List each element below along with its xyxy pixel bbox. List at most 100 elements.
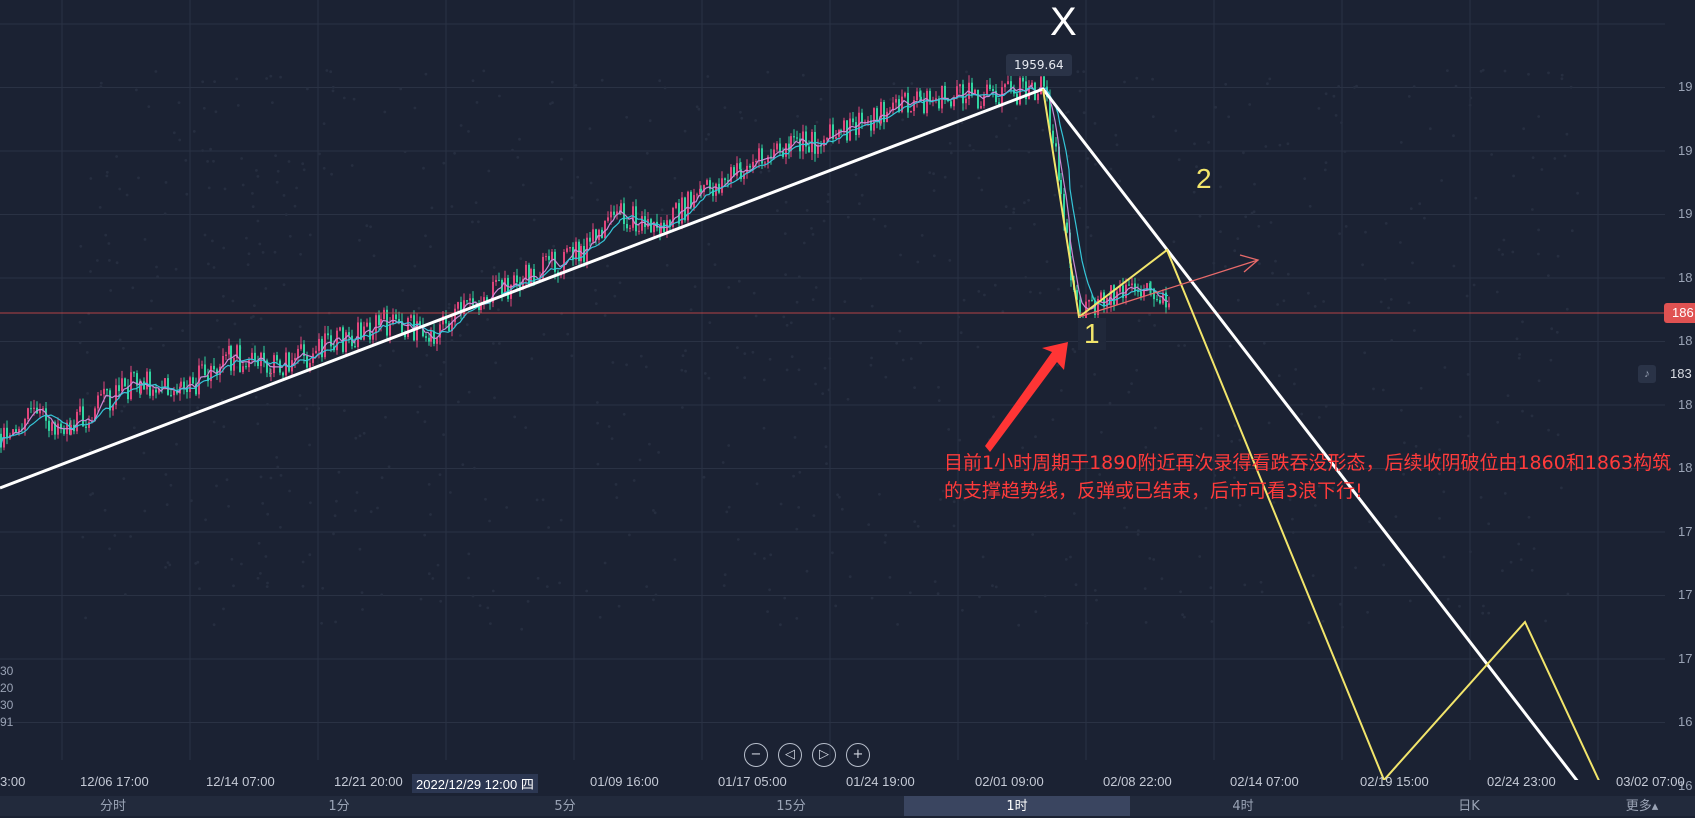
- x-tick-label: 12/06 17:00: [80, 774, 149, 789]
- scroll-right-button[interactable]: ▷: [812, 743, 836, 767]
- wave-label-x: X: [1050, 0, 1077, 44]
- map-dot: [1051, 418, 1055, 421]
- candle-body: [282, 372, 284, 376]
- map-dot: [1143, 587, 1147, 590]
- map-dot: [256, 422, 260, 426]
- map-dot: [1303, 177, 1307, 181]
- map-dot: [960, 121, 964, 125]
- map-dot: [91, 492, 95, 495]
- tab-4h[interactable]: 4时: [1232, 799, 1254, 814]
- map-dot: [482, 69, 486, 73]
- map-dot: [948, 259, 952, 262]
- map-dot: [1339, 602, 1342, 606]
- map-dot: [1530, 414, 1534, 418]
- map-dot: [615, 496, 619, 499]
- candle-body: [1031, 82, 1033, 87]
- candle-body: [366, 322, 368, 327]
- map-dot: [269, 476, 273, 480]
- map-dot: [165, 503, 169, 506]
- candle-body: [288, 352, 290, 372]
- map-dot: [255, 169, 258, 172]
- tab-more[interactable]: 更多▴: [1625, 799, 1659, 814]
- map-dot: [1056, 363, 1060, 367]
- map-dot: [387, 465, 391, 469]
- candle-body: [1116, 291, 1118, 305]
- map-dot: [1244, 215, 1248, 219]
- candle-body: [849, 118, 851, 141]
- x-tick-label: 02/01 09:00: [975, 774, 1044, 789]
- candle-body: [793, 136, 795, 138]
- map-dot: [1384, 222, 1388, 225]
- map-dot: [1292, 482, 1295, 486]
- candle-body: [225, 354, 227, 356]
- price-chart[interactable]: [0, 0, 1695, 780]
- map-dot: [298, 394, 302, 397]
- map-dot: [107, 242, 111, 245]
- map-dot: [854, 173, 858, 177]
- map-dot: [913, 386, 916, 389]
- map-dot: [422, 166, 425, 170]
- map-dot: [1219, 230, 1222, 234]
- map-dot: [968, 144, 972, 147]
- tab-daily[interactable]: 日K: [1458, 799, 1480, 814]
- candle-body: [977, 89, 979, 109]
- map-dot: [1233, 424, 1237, 428]
- candle-body: [724, 178, 726, 181]
- map-dot: [1382, 563, 1386, 567]
- map-dot: [1130, 382, 1133, 385]
- map-dot: [1313, 305, 1317, 308]
- map-dot: [369, 225, 372, 229]
- map-dot: [1238, 503, 1242, 507]
- candle-body: [149, 371, 151, 396]
- map-dot: [132, 426, 136, 430]
- map-dot: [251, 192, 254, 195]
- map-dot: [96, 259, 99, 262]
- candle-body: [1103, 292, 1105, 307]
- map-dot: [1177, 344, 1180, 347]
- candle-body: [1063, 193, 1065, 223]
- map-dot: [217, 345, 221, 349]
- map-dot: [325, 69, 329, 72]
- map-dot: [722, 584, 726, 587]
- ma-slow: [0, 87, 1169, 448]
- map-dot: [936, 592, 940, 596]
- y-tick-label: 17: [1678, 523, 1693, 539]
- map-dot: [752, 291, 756, 295]
- candle-body: [926, 90, 928, 114]
- map-dot: [683, 129, 687, 133]
- candle-body: [749, 165, 751, 168]
- tab-1h[interactable]: 1时: [904, 796, 1130, 816]
- tab-5m[interactable]: 5分: [554, 799, 576, 814]
- zoom-in-button[interactable]: +: [846, 743, 870, 767]
- zoom-out-button[interactable]: −: [744, 743, 768, 767]
- map-dot: [149, 327, 153, 330]
- candle-body: [466, 300, 468, 302]
- candle-body: [57, 423, 59, 435]
- tab-1m[interactable]: 1分: [328, 799, 350, 814]
- map-dot: [949, 151, 953, 155]
- candle-body: [901, 96, 903, 112]
- map-dot: [99, 85, 103, 89]
- map-dot: [521, 183, 525, 187]
- map-dot: [365, 224, 369, 228]
- map-dot: [693, 285, 697, 288]
- map-dot: [589, 181, 593, 185]
- tab-15m[interactable]: 15分: [776, 799, 806, 814]
- map-dot: [492, 266, 496, 269]
- map-dot: [1334, 114, 1338, 117]
- map-dot: [1262, 341, 1266, 345]
- map-dot: [493, 396, 496, 400]
- candle-body: [239, 345, 241, 372]
- bell-icon[interactable]: ♪: [1638, 365, 1656, 383]
- map-dot: [99, 81, 103, 85]
- x-tick-label: 01/09 16:00: [590, 774, 659, 789]
- tab-minute[interactable]: 分时: [99, 799, 126, 814]
- map-dot: [372, 254, 376, 258]
- map-dot: [98, 206, 102, 209]
- map-dot: [1291, 531, 1295, 534]
- candle-body: [309, 362, 311, 368]
- scroll-left-button[interactable]: ◁: [778, 743, 802, 767]
- map-dot: [721, 461, 725, 464]
- candle-body: [176, 390, 178, 394]
- map-dot: [196, 406, 200, 410]
